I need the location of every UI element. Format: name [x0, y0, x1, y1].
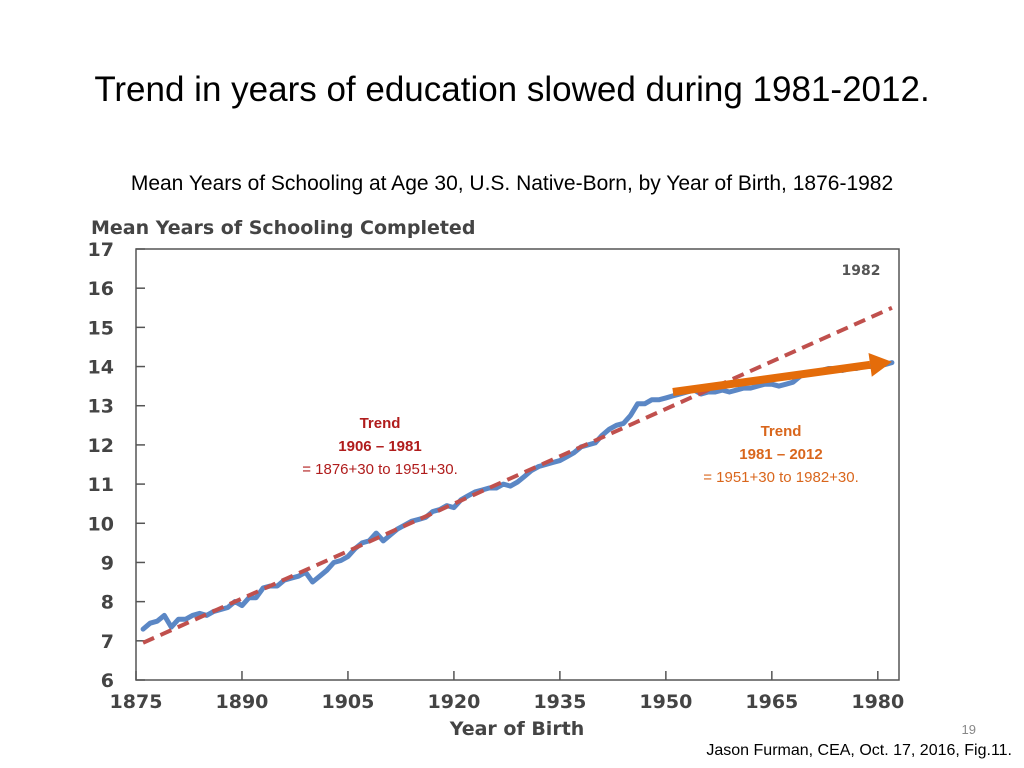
- x-tick-label: 1935: [533, 691, 586, 713]
- y-tick-label: 15: [88, 317, 114, 339]
- annotation-range: 1981 – 2012: [739, 446, 823, 463]
- x-tick-label: 1950: [639, 691, 692, 713]
- x-tick-label: 1875: [110, 691, 163, 713]
- y-tick-label: 6: [101, 670, 114, 692]
- x-tick-label: 1920: [427, 691, 480, 713]
- end-year-label: 1982: [842, 263, 881, 279]
- trend-1906-1981-annotation: Trend 1906 – 1981 = 1876+30 to 1951+30.: [275, 412, 485, 481]
- annotation-detail: = 1951+30 to 1982+30.: [703, 469, 859, 486]
- trend-arrowhead: [868, 353, 892, 377]
- y-tick-label: 7: [101, 631, 114, 653]
- y-tick-label: 16: [88, 278, 114, 300]
- slide-title: Trend in years of education slowed durin…: [94, 70, 930, 109]
- y-tick-label: 17: [88, 239, 114, 261]
- source-note: Jason Furman, CEA, Oct. 17, 2016, Fig.11…: [706, 742, 1012, 759]
- x-tick-label: 1890: [216, 691, 269, 713]
- trend-1981-2012-arrow: [672, 360, 871, 396]
- trend-1981-2012-annotation: Trend 1981 – 2012 = 1951+30 to 1982+30.: [675, 420, 887, 489]
- slide-number: 19: [961, 722, 976, 737]
- mean-schooling-line: [140, 360, 895, 632]
- annotation-title: Trend: [359, 415, 401, 432]
- annotation-detail: = 1876+30 to 1951+30.: [302, 461, 458, 478]
- x-tick-label: 1965: [745, 691, 798, 713]
- y-tick-label: 9: [101, 552, 114, 574]
- chart-caption: Mean Years of Schooling at Age 30, U.S. …: [130, 172, 894, 195]
- y-tick-label: 12: [88, 435, 114, 457]
- y-tick-label: 11: [88, 474, 114, 496]
- y-tick-label: 14: [88, 357, 114, 379]
- annotation-range: 1906 – 1981: [338, 438, 422, 455]
- y-tick-label: 10: [88, 513, 114, 535]
- x-axis-label: Year of Birth: [449, 718, 585, 740]
- y-tick-label: 8: [101, 592, 114, 614]
- plot-frame: [135, 248, 900, 681]
- trend-1906-1981-line: [142, 305, 893, 645]
- annotation-title: Trend: [760, 423, 802, 440]
- x-tick-label: 1905: [321, 691, 374, 713]
- x-tick-label: 1980: [851, 691, 904, 713]
- chart-title: Mean Years of Schooling Completed: [91, 217, 475, 239]
- y-tick-label: 13: [88, 396, 114, 418]
